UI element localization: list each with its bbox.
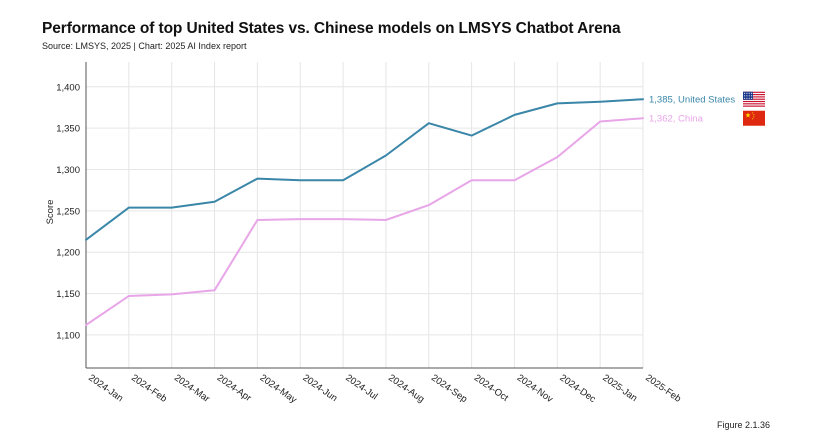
china-flag-icon [743, 110, 765, 126]
y-tick-label: 1,100 [56, 330, 80, 341]
x-tick-label: 2024-Feb [129, 372, 169, 404]
us-flag-icon [743, 91, 765, 107]
series-end-labels: 1,385, United States 1,362, China [649, 91, 765, 126]
x-tick-label: 2024-Jun [301, 372, 340, 404]
y-tick-label: 1,200 [56, 248, 80, 259]
y-axis-label: Score [45, 200, 56, 225]
grid-lines [85, 62, 644, 368]
y-tick-label: 1,400 [56, 82, 80, 93]
x-tick-label: 2025-Jan [600, 372, 639, 404]
x-tick-label: 2025-Feb [643, 372, 683, 404]
y-tick-label: 1,250 [56, 206, 80, 217]
x-tick-label: 2024-Nov [515, 372, 555, 405]
series-end-label: 1,385, United States [649, 95, 735, 106]
x-tick-label: 2024-May [258, 372, 299, 405]
x-tick-label: 2024-Dec [558, 372, 598, 405]
y-axis-ticks: 1,100 1,150 1,200 1,250 1,300 1,350 1,400 [56, 82, 80, 341]
series-line-united-states [85, 98, 644, 241]
x-tick-label: 2024-Oct [472, 372, 511, 404]
x-tick-label: 2024-Aug [386, 372, 426, 405]
y-tick-label: 1,300 [56, 165, 80, 176]
y-tick-label: 1,350 [56, 124, 80, 135]
x-tick-label: 2024-Sep [429, 372, 469, 405]
chart-subtitle: Source: LMSYS, 2025 | Chart: 2025 AI Ind… [42, 41, 247, 51]
figure-label: Figure 2.1.36 [716, 420, 770, 430]
chart-title: Performance of top United States vs. Chi… [42, 20, 621, 37]
series-lines [85, 98, 644, 326]
x-tick-label: 2024-Mar [172, 372, 212, 404]
x-tick-label: 2024-Jan [86, 372, 125, 404]
x-axis: 2024-Jan 2024-Feb 2024-Mar 2024-Apr 2024-May… [85, 62, 683, 406]
y-tick-label: 1,150 [56, 289, 80, 300]
series-line-china [85, 117, 644, 326]
series-end-label: 1,362, China [649, 114, 704, 125]
x-tick-label: 2024-Jul [343, 372, 379, 402]
x-tick-label: 2024-Apr [215, 372, 253, 403]
